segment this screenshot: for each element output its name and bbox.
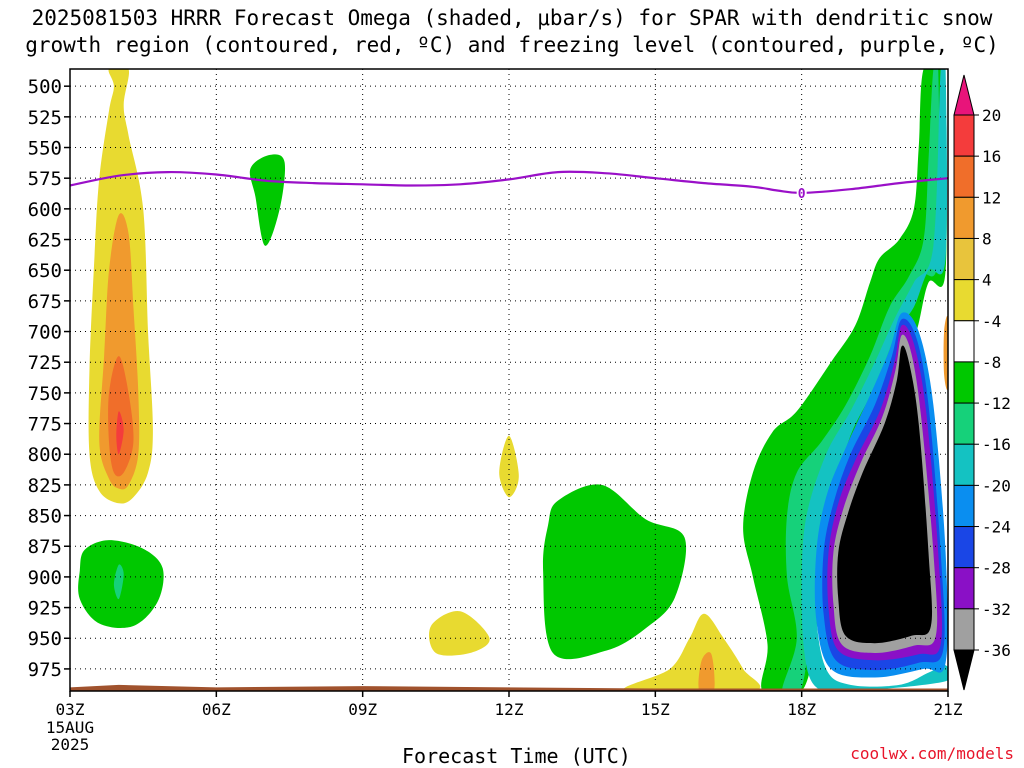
credit-link[interactable]: coolwx.com/models — [850, 744, 1014, 763]
x-date-line1: 15AUG — [46, 718, 94, 737]
y-tick-label-675: 675 — [28, 291, 62, 313]
y-tick-label-925: 925 — [28, 598, 62, 620]
colorbar-box-10 — [953, 526, 975, 569]
colorbar-box-9 — [953, 484, 975, 528]
omega-region-11 — [698, 652, 715, 691]
colorbar-box-0 — [953, 114, 975, 157]
omega-shading — [78, 69, 948, 691]
y-tick-label-825: 825 — [28, 475, 62, 497]
y-tick-label-975: 975 — [28, 659, 62, 681]
x-tick-label-03Z: 03Z — [56, 700, 85, 719]
omega-region-14 — [801, 69, 948, 691]
y-tick-label-575: 575 — [28, 168, 62, 190]
x-tick-label-15Z: 15Z — [641, 700, 670, 719]
y-tick-label-775: 775 — [28, 414, 62, 436]
y-tick-label-750: 750 — [28, 383, 62, 405]
axes: 500 525 550 575 600 625 650 675 700 725 750 775 800 8… — [28, 68, 963, 754]
y-tick-label-900: 900 — [28, 567, 62, 589]
colorbar-box-1 — [953, 155, 975, 198]
y-tick-label-525: 525 — [28, 107, 62, 129]
colorbar: 20 16 12 8 4 -4 -8 -12 -16 -20 -24 -28 -32 -36 — [953, 74, 1011, 691]
omega-region-20 — [943, 316, 948, 390]
omega-region-8 — [428, 611, 490, 656]
colorbar-label-3: 8 — [982, 229, 992, 248]
colorbar-label-1: 16 — [982, 147, 1001, 166]
terrain-fill — [70, 684, 948, 691]
x-tick-label-09Z: 09Z — [348, 700, 377, 719]
colorbar-label-11: -28 — [982, 559, 1011, 578]
gridlines — [70, 69, 948, 691]
colorbar-label-5: -4 — [982, 312, 1001, 331]
x-axis-title: Forecast Time (UTC) — [402, 744, 631, 768]
y-tick-label-500: 500 — [28, 76, 62, 98]
y-tick-label-875: 875 — [28, 536, 62, 558]
y-tick-label-550: 550 — [28, 138, 62, 160]
colorbar-box-11 — [953, 567, 975, 610]
freezing-level-contour: 0 — [70, 170, 948, 202]
freezing-level-label-bg — [796, 184, 807, 199]
omega-region-13 — [782, 69, 940, 691]
colorbar-label-6: -8 — [982, 353, 1001, 372]
colorbar-label-9: -20 — [982, 476, 1011, 495]
omega-region-19 — [837, 345, 933, 644]
omega-region-6 — [113, 564, 124, 600]
colorbar-label-2: 12 — [982, 188, 1001, 207]
colorbar-box-4 — [953, 279, 975, 322]
colorbar-box-12 — [953, 608, 975, 651]
y-tick-label-950: 950 — [28, 628, 62, 650]
omega-region-4 — [249, 154, 286, 246]
x-tick-label-12Z: 12Z — [495, 700, 524, 719]
colorbar-box-8 — [953, 443, 975, 486]
colorbar-label-7: -12 — [982, 394, 1011, 413]
colorbar-label-10: -24 — [982, 518, 1011, 537]
colorbar-label-8: -16 — [982, 435, 1011, 454]
chart-title-line2: growth region (contoured, red, ºC) and f… — [25, 33, 999, 57]
y-tick-label-700: 700 — [28, 322, 62, 344]
colorbar-box-5 — [953, 320, 975, 363]
colorbar-label-0: 20 — [982, 106, 1001, 125]
colorbar-box-6 — [953, 361, 975, 404]
colorbar-label-13: -36 — [982, 641, 1011, 660]
x-tick-label-06Z: 06Z — [202, 700, 231, 719]
chart-title-line1: 2025081503 HRRR Forecast Omega (shaded, … — [31, 6, 993, 30]
y-tick-label-800: 800 — [28, 444, 62, 466]
y-tick-label-850: 850 — [28, 506, 62, 528]
x-tick-label-21Z: 21Z — [934, 700, 963, 719]
freezing-level-label: 0 — [798, 187, 806, 202]
colorbar-label-12: -32 — [982, 600, 1011, 619]
x-tick-label-18Z: 18Z — [787, 700, 816, 719]
omega-region-9 — [542, 484, 687, 660]
colorbar-arrow-bottom — [953, 649, 975, 691]
omega-region-7 — [499, 435, 519, 498]
colorbar-box-3 — [953, 237, 975, 281]
terrain-band — [70, 684, 948, 691]
y-tick-label-725: 725 — [28, 352, 62, 374]
y-tick-label-625: 625 — [28, 230, 62, 252]
omega-region-3 — [116, 411, 124, 455]
y-tick-label-650: 650 — [28, 260, 62, 282]
colorbar-box-2 — [953, 196, 975, 239]
colorbar-arrow-top — [953, 74, 975, 116]
x-date-line2: 2025 — [51, 735, 90, 754]
colorbar-label-4: 4 — [982, 271, 992, 290]
omega-region-10 — [623, 613, 761, 691]
colorbar-box-7 — [953, 402, 975, 445]
y-tick-label-600: 600 — [28, 199, 62, 221]
